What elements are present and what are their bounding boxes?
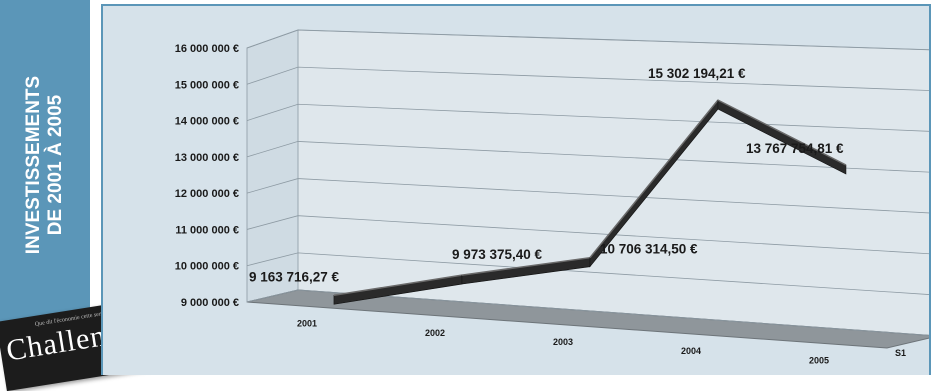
gridline xyxy=(246,289,929,336)
series-ribbon-edge xyxy=(461,256,591,276)
y-tick-label: 11 000 000 € xyxy=(175,224,239,236)
gridline xyxy=(246,252,929,295)
gridline xyxy=(246,178,929,214)
depth-axis-label: S1 xyxy=(895,348,906,358)
gridline xyxy=(246,215,929,255)
series-ribbon-edge xyxy=(717,99,847,166)
banner-title-line1: INVESTISSEMENTS xyxy=(23,75,44,255)
x-tick-label: 2005 xyxy=(809,355,829,365)
y-tick-label: 15 000 000 € xyxy=(175,79,239,91)
data-label: 13 767 754,81 € xyxy=(746,141,844,156)
x-tick-label: 2003 xyxy=(553,337,573,347)
series-ribbon-edge xyxy=(589,99,719,259)
banner-title-line2: DE 2001 À 2005 xyxy=(45,94,66,236)
x-tick-label: 2002 xyxy=(425,328,445,338)
gridline xyxy=(246,141,929,173)
gridline xyxy=(246,29,929,51)
side-wall xyxy=(246,29,299,303)
data-label: 15 302 194,21 € xyxy=(648,66,746,81)
x-tick-label: 2001 xyxy=(297,319,317,329)
gridline xyxy=(246,66,929,91)
investment-chart: 9 000 000 € 10 000 000 € 11 000 000 € 12 00… xyxy=(175,29,929,365)
y-tick-label: 10 000 000 € xyxy=(175,261,239,273)
data-label: 9 973 375,40 € xyxy=(452,247,543,262)
y-tick-label: 16 000 000 € xyxy=(175,43,239,55)
x-tick-label: 2004 xyxy=(681,346,701,356)
data-label: 9 163 716,27 € xyxy=(249,269,340,284)
side-banner: INVESTISSEMENTS DE 2001 À 2005 xyxy=(0,0,90,330)
y-tick-label: 14 000 000 € xyxy=(175,116,239,128)
banner-title: INVESTISSEMENTS DE 2001 À 2005 xyxy=(23,76,67,254)
data-label: 10 706 314,50 € xyxy=(600,242,698,257)
chart-frame: 9 000 000 € 10 000 000 € 11 000 000 € 12 00… xyxy=(101,4,931,375)
y-tick-label: 12 000 000 € xyxy=(175,188,239,200)
y-tick-label: 9 000 000 € xyxy=(181,297,239,309)
series-ribbon-edge xyxy=(333,274,463,297)
y-tick-label: 13 000 000 € xyxy=(175,152,239,164)
gridline xyxy=(246,103,929,132)
